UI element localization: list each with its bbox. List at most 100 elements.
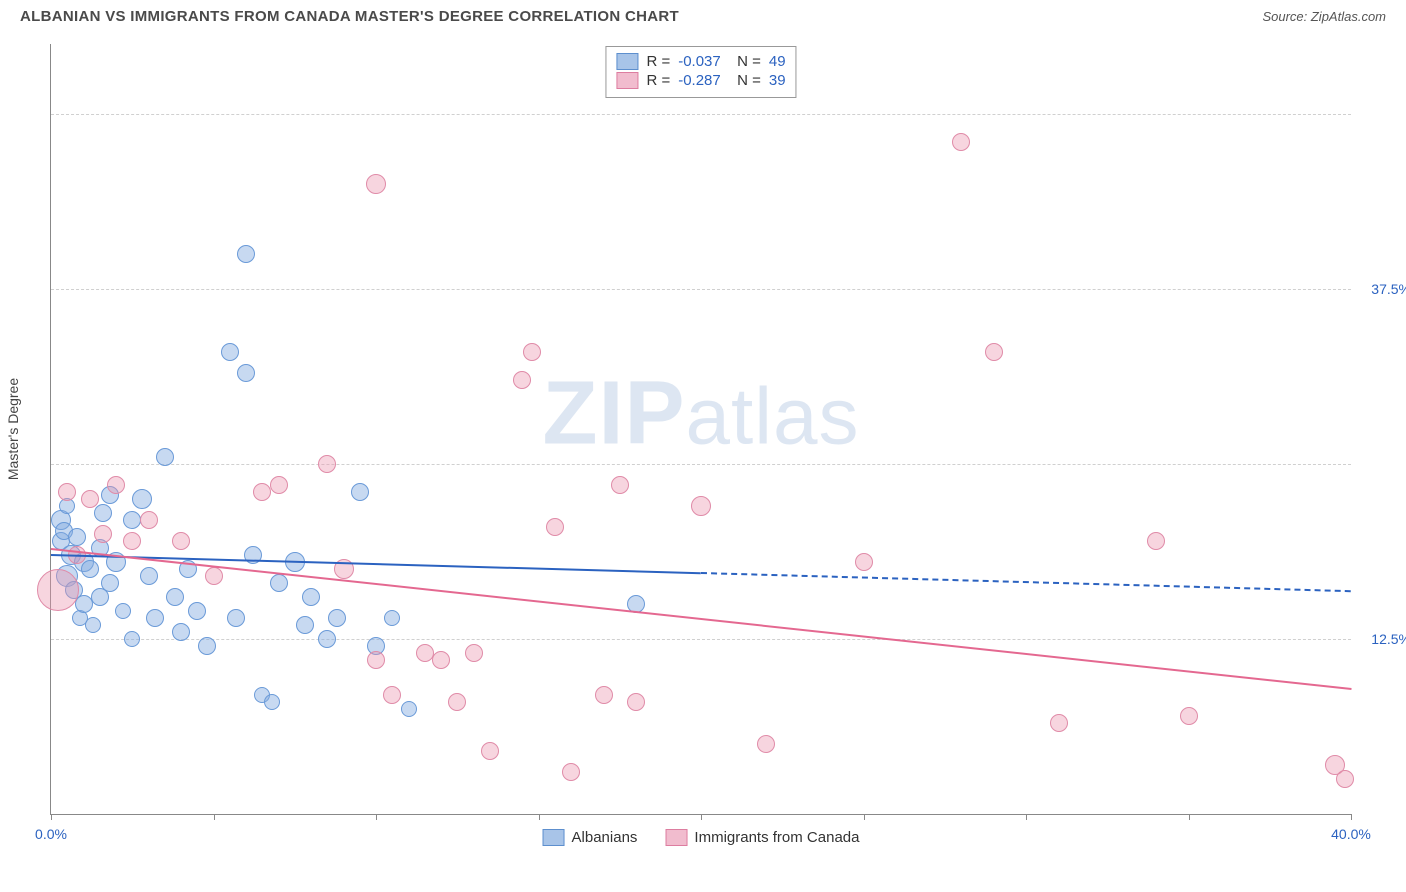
stat-label: N = [729,72,761,89]
legend-swatch-icon [616,72,638,89]
x-tick [1189,814,1190,820]
chart-title: ALBANIAN VS IMMIGRANTS FROM CANADA MASTE… [20,8,679,25]
stat-label: N = [729,53,761,70]
plot-wrap: ZIPatlas Master's Degree R = -0.037 N = … [50,44,1390,844]
data-point [595,686,613,704]
data-point [328,609,346,627]
data-point [1050,714,1068,732]
legend-swatch-icon [665,829,687,846]
legend-label: Immigrants from Canada [694,829,859,846]
data-point [140,511,158,529]
x-tick [701,814,702,820]
data-point [1147,532,1165,550]
data-point [318,630,336,648]
data-point [1180,707,1198,725]
data-point [465,644,483,662]
y-axis-title: Master's Degree [5,378,21,480]
gridline [51,464,1351,465]
data-point [296,616,314,634]
stat-n-value: 39 [769,72,786,89]
stat-r-value: -0.037 [678,53,721,70]
data-point [367,651,385,669]
legend-stats: R = -0.037 N = 49 R = -0.287 N = 39 [605,46,796,98]
data-point [611,476,629,494]
gridline [51,114,1351,115]
x-tick [1351,814,1352,820]
trend-line [51,548,1351,690]
data-point [952,133,970,151]
x-tick-label: 0.0% [35,826,67,842]
x-tick [539,814,540,820]
x-tick [214,814,215,820]
data-point [855,553,873,571]
data-point [115,603,131,619]
gridline [51,639,1351,640]
stat-label: R = [646,53,670,70]
x-tick [51,814,52,820]
legend-item: Immigrants from Canada [665,829,859,846]
data-point [205,567,223,585]
watermark-light: atlas [686,371,860,460]
plot-area: ZIPatlas Master's Degree R = -0.037 N = … [50,44,1351,815]
stat-r-value: -0.287 [678,72,721,89]
watermark: ZIPatlas [543,362,860,465]
legend-swatch-icon [543,829,565,846]
data-point [523,343,541,361]
data-point [237,245,255,263]
data-point [270,476,288,494]
legend-stats-row: R = -0.037 N = 49 [616,53,785,70]
x-tick [1026,814,1027,820]
gridline [51,289,1351,290]
data-point [94,525,112,543]
data-point [146,609,164,627]
x-tick [864,814,865,820]
data-point [627,693,645,711]
y-tick-label: 12.5% [1356,631,1406,647]
data-point [94,504,112,522]
data-point [101,574,119,592]
data-point [264,694,280,710]
data-point [366,174,386,194]
data-point [81,490,99,508]
data-point [140,567,158,585]
data-point [401,701,417,717]
data-point [132,489,152,509]
data-point [546,518,564,536]
data-point [85,617,101,633]
data-point [562,763,580,781]
data-point [107,476,125,494]
legend-swatch-icon [616,53,638,70]
legend-series: Albanians Immigrants from Canada [543,829,860,846]
data-point [172,623,190,641]
data-point [188,602,206,620]
data-point [432,651,450,669]
watermark-bold: ZIP [543,363,686,463]
chart-header: ALBANIAN VS IMMIGRANTS FROM CANADA MASTE… [0,0,1406,29]
data-point [383,686,401,704]
data-point [172,532,190,550]
trend-line [701,572,1351,592]
data-point [1336,770,1354,788]
data-point [81,560,99,578]
data-point [351,483,369,501]
data-point [691,496,711,516]
data-point [37,569,79,611]
data-point [166,588,184,606]
legend-item: Albanians [543,829,638,846]
stat-n-value: 49 [769,53,786,70]
y-tick-label: 37.5% [1356,281,1406,297]
stat-label: R = [646,72,670,89]
x-tick-label: 40.0% [1331,826,1371,842]
data-point [985,343,1003,361]
data-point [123,532,141,550]
data-point [318,455,336,473]
legend-label: Albanians [572,829,638,846]
data-point [481,742,499,760]
data-point [270,574,288,592]
data-point [198,637,216,655]
data-point [124,631,140,647]
data-point [58,483,76,501]
data-point [156,448,174,466]
legend-stats-row: R = -0.287 N = 39 [616,72,785,89]
data-point [513,371,531,389]
